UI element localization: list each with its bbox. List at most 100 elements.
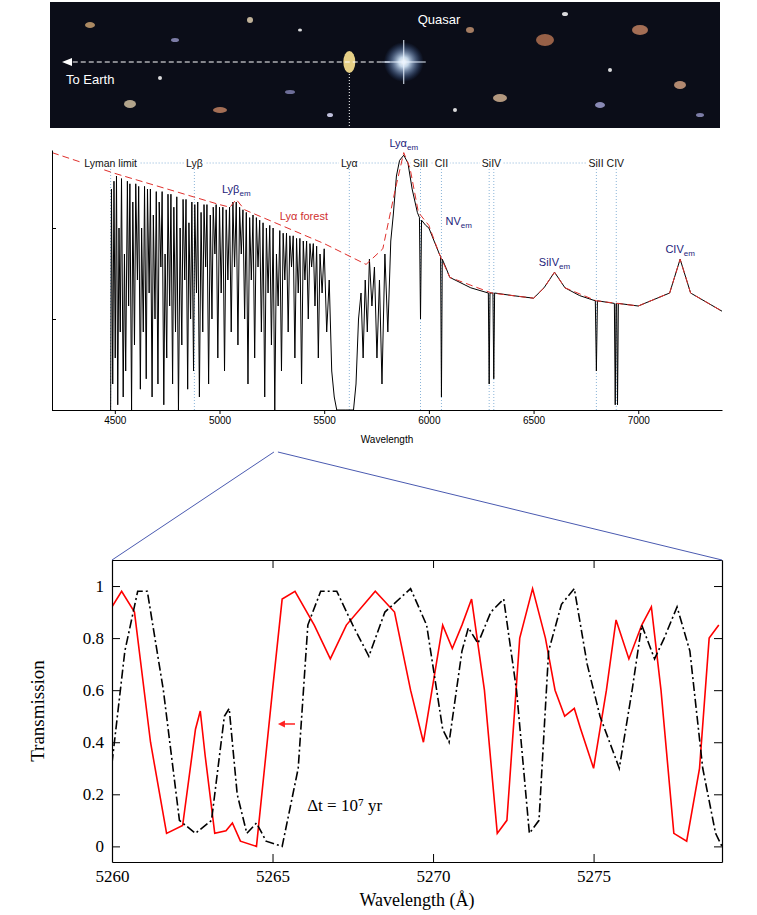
tick bbox=[594, 560, 595, 568]
tick: 6000 bbox=[418, 410, 441, 426]
tick bbox=[273, 560, 274, 568]
axis-line bbox=[53, 410, 723, 411]
absorption-labels: Lyman limitLyβLyαSiIICIISiIVSiII CIV bbox=[82, 157, 626, 169]
axis bbox=[113, 560, 723, 568]
label-sub: em bbox=[684, 249, 695, 258]
annotation: Lyα forest bbox=[280, 210, 328, 222]
tick-label: 0.8 bbox=[83, 629, 104, 648]
zoom-chart: 526052655270527500.20.40.60.81Wavelength… bbox=[27, 560, 723, 911]
tick: 7000 bbox=[628, 410, 651, 426]
absorption-line bbox=[349, 163, 350, 410]
tick bbox=[52, 410, 56, 411]
tick-mark bbox=[429, 410, 430, 414]
label-bg bbox=[587, 157, 627, 169]
galaxy bbox=[85, 22, 95, 28]
plot-area bbox=[112, 589, 722, 847]
galaxy bbox=[536, 34, 554, 46]
emission-label: SiIVem bbox=[539, 256, 571, 271]
emission-label: Lyαem bbox=[389, 137, 418, 152]
label-bg bbox=[339, 157, 360, 169]
tick-mark bbox=[714, 794, 722, 795]
tick-mark bbox=[273, 560, 274, 568]
tick: 0.8 bbox=[83, 629, 120, 648]
tick bbox=[714, 690, 722, 691]
tick-mark bbox=[52, 410, 56, 411]
emission-labels: LyβemLyαemNVemSiIVemCIVem bbox=[222, 137, 695, 272]
tick: 5265 bbox=[256, 854, 290, 886]
absorption-label: Lyman limit bbox=[84, 157, 137, 169]
tick-mark bbox=[112, 846, 120, 847]
galaxy bbox=[453, 108, 457, 112]
tick-mark bbox=[714, 690, 722, 691]
tick bbox=[52, 319, 56, 320]
galaxy bbox=[158, 76, 162, 80]
tick: 5000 bbox=[209, 410, 232, 426]
sky-image: Quasar To Earth bbox=[50, 2, 720, 128]
axis: 5260526552705275 bbox=[96, 854, 723, 886]
tick: 0.6 bbox=[83, 681, 120, 700]
galaxy bbox=[608, 68, 612, 72]
label-sub: em bbox=[559, 262, 570, 271]
label-sub: em bbox=[239, 189, 250, 198]
tick-mark bbox=[220, 410, 221, 414]
spectrum-chart: 4500 5000 5500 6000 6500 7000 Wavelength Lyman … bbox=[52, 137, 723, 445]
tick-label: 0.2 bbox=[83, 785, 104, 804]
emission-label: CIVem bbox=[665, 243, 695, 258]
tick-label: 0.6 bbox=[83, 681, 104, 700]
absorption-label: SiII bbox=[413, 157, 428, 169]
tick bbox=[714, 846, 722, 847]
arrow-head bbox=[62, 58, 72, 66]
tick: 0.4 bbox=[83, 733, 120, 752]
absorption-label: SiIV bbox=[482, 157, 501, 169]
tick-mark bbox=[115, 410, 116, 414]
axis-line bbox=[113, 560, 723, 561]
sky-background bbox=[50, 2, 720, 128]
galaxy bbox=[298, 29, 302, 32]
axis: 00.20.40.60.81 bbox=[83, 561, 120, 863]
label-main: CIV bbox=[665, 243, 684, 255]
tick-label: 5265 bbox=[256, 867, 290, 886]
absorption-label: Lyβ bbox=[186, 157, 203, 169]
axis bbox=[52, 151, 56, 411]
tick: 6500 bbox=[523, 410, 546, 426]
galaxy bbox=[632, 25, 648, 35]
tick: 5275 bbox=[577, 854, 611, 886]
tick bbox=[714, 742, 722, 743]
label-bg bbox=[411, 157, 430, 169]
series-line bbox=[52, 153, 722, 312]
label-bg bbox=[433, 157, 450, 169]
tick-label: 7000 bbox=[628, 415, 651, 426]
label-main: SiIV bbox=[539, 256, 560, 268]
tick bbox=[714, 794, 722, 795]
tick-mark bbox=[714, 742, 722, 743]
tick: 1 bbox=[96, 577, 121, 596]
galaxy bbox=[696, 113, 704, 117]
tick-mark bbox=[714, 586, 722, 587]
emission-label: NVem bbox=[445, 215, 472, 230]
tick-label: 0.4 bbox=[83, 733, 105, 752]
tick-mark bbox=[112, 690, 120, 691]
axis-line bbox=[112, 561, 113, 863]
axis: 4500 5000 5500 6000 6500 7000 bbox=[53, 410, 723, 426]
galaxy bbox=[124, 100, 136, 108]
tick-label: 6000 bbox=[418, 415, 441, 426]
galaxy bbox=[247, 17, 253, 23]
zoom-connector bbox=[278, 452, 722, 560]
tick: 0.2 bbox=[83, 785, 120, 804]
axis-line bbox=[722, 561, 723, 863]
tick-label: 5500 bbox=[314, 415, 337, 426]
tick-mark bbox=[638, 410, 639, 414]
tick: 4500 bbox=[104, 410, 127, 426]
galaxy bbox=[285, 90, 295, 94]
axis-title: Transmission bbox=[27, 660, 48, 762]
label-bg bbox=[184, 157, 205, 169]
axis-title: Wavelength bbox=[361, 434, 413, 445]
photo-label: Quasar bbox=[418, 12, 461, 27]
series-line bbox=[112, 589, 722, 847]
label-sub: em bbox=[407, 143, 418, 152]
quasar-spike bbox=[403, 40, 404, 84]
tick-mark bbox=[112, 742, 120, 743]
photo-label: To Earth bbox=[66, 72, 114, 87]
tick-label: 4500 bbox=[104, 415, 127, 426]
tick bbox=[714, 638, 722, 639]
